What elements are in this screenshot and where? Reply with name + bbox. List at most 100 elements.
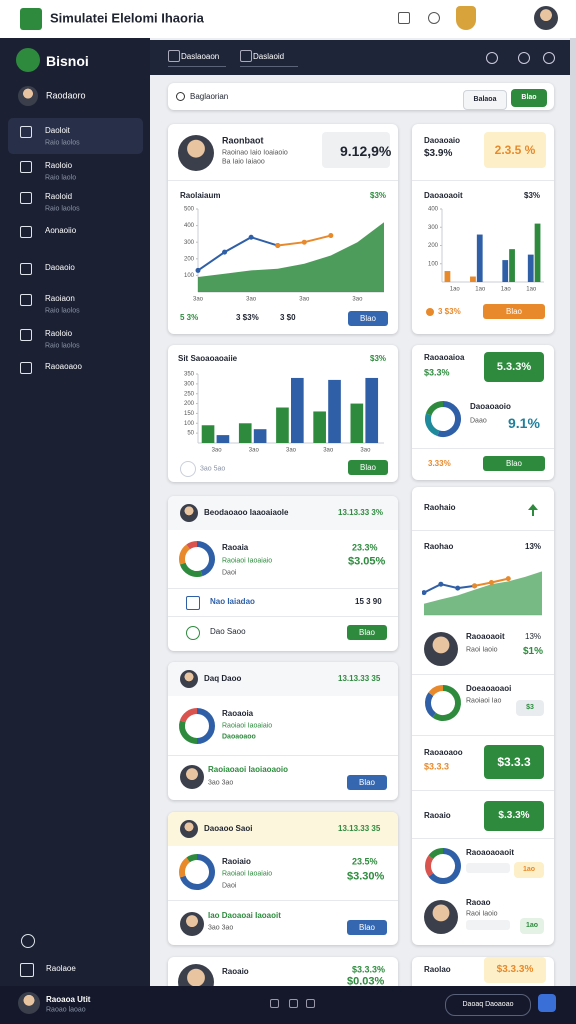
nav-item[interactable]: Raoloid: [45, 192, 73, 201]
icon: [21, 934, 35, 948]
toolbar: [150, 40, 570, 75]
person-name: Raoiaoaoi Iaoiaoaoio: [208, 765, 289, 774]
point: [505, 576, 511, 582]
item-name: Raoaoia: [222, 709, 254, 718]
avatar: [424, 900, 458, 934]
item-value: $0.03%: [347, 975, 385, 988]
toolbar-icon[interactable]: [543, 52, 555, 64]
donut-segment: [179, 720, 198, 744]
filter[interactable]: Balaoa: [463, 90, 507, 110]
nav-icon: [20, 126, 32, 138]
logo: [20, 8, 42, 30]
item-name: Raoaia: [222, 543, 249, 552]
y-tick-label: 100: [428, 261, 439, 267]
tab-underline: [240, 66, 298, 67]
icon: [180, 461, 196, 477]
donut-chart: [425, 685, 461, 721]
brand: Bisnoi: [46, 53, 89, 69]
button[interactable]: Blao: [347, 920, 387, 935]
y-tick-label: 500: [184, 207, 195, 213]
button[interactable]: Blao: [347, 625, 387, 640]
button[interactable]: Blao: [347, 775, 387, 790]
card-title: Daoaoo Saoi: [204, 824, 253, 833]
point: [222, 249, 228, 255]
donut-segment: [425, 692, 437, 718]
nav-icon[interactable]: [270, 999, 279, 1008]
item-value: 23.3%: [352, 542, 378, 553]
nav-sub: Raio laolos: [45, 205, 80, 213]
y-tick-label: 300: [428, 225, 439, 231]
x-tick-label: 3ao: [323, 448, 334, 454]
button[interactable]: Blao: [483, 456, 545, 471]
donut-segment: [428, 685, 444, 697]
nav-item[interactable]: Aonaoiio: [45, 226, 77, 235]
line: [197, 236, 279, 272]
item-name: Raoaio: [222, 967, 249, 976]
donut-segment: [179, 544, 191, 565]
x-tick-label: 3ao: [193, 297, 204, 303]
area: [424, 571, 542, 615]
card-header: [168, 662, 398, 696]
badge: 5.3.3%: [484, 352, 544, 382]
icon[interactable]: [398, 12, 410, 24]
bar: [201, 425, 215, 443]
nav-icon[interactable]: [289, 999, 298, 1008]
tab[interactable]: Daslaoid: [253, 52, 285, 61]
bar: [276, 407, 289, 443]
toolbar-icon[interactable]: [486, 52, 498, 64]
donut-segment: [186, 854, 198, 863]
nav-item[interactable]: Daoaoio: [45, 263, 75, 272]
tab[interactable]: Daslaoaon: [181, 52, 220, 61]
donut-segment: [179, 857, 191, 878]
tab-underline: [168, 66, 226, 67]
button[interactable]: Blao: [511, 89, 547, 107]
nav-item[interactable]: Raoloio: [45, 329, 73, 338]
card-title: Beodaoaoo Iaaoaiaole: [204, 508, 289, 517]
person-name: Raoao: [466, 898, 491, 907]
bar: [216, 435, 230, 443]
bar: [328, 379, 341, 443]
nav-item[interactable]: Daoloit: [45, 126, 70, 135]
nav-sub: Raio laolo: [45, 174, 77, 182]
y-tick-label: 400: [184, 223, 195, 229]
stat: 5 3%: [180, 313, 199, 322]
button[interactable]: Blao: [483, 304, 545, 319]
item-note: Daoi: [222, 882, 237, 890]
person-name: Iao Daoaoai Iaoaoit: [208, 911, 281, 920]
placeholder: [466, 920, 510, 930]
button[interactable]: Blao: [348, 460, 388, 475]
donut-segment: [196, 708, 215, 744]
x-tick-label: 1ao: [450, 287, 461, 293]
person-sub: 3ao 3ao: [208, 924, 234, 932]
divider: [412, 674, 554, 675]
button[interactable]: Blao: [348, 311, 388, 326]
settings[interactable]: Raolaoe: [46, 964, 76, 973]
nav-item[interactable]: Raoloio: [45, 161, 73, 170]
x-tick-label: 3ao: [246, 297, 257, 303]
nav-icon: [20, 329, 32, 341]
badge: $3: [516, 700, 544, 716]
nav-icon[interactable]: [306, 999, 315, 1008]
button[interactable]: [538, 994, 556, 1012]
y-tick-label: 100: [184, 421, 195, 427]
icon[interactable]: [428, 12, 440, 24]
nav-item[interactable]: Raoaoaoo: [45, 362, 82, 371]
divider: [168, 755, 398, 756]
card-header: [168, 496, 398, 530]
divider: [412, 448, 554, 449]
search-pill[interactable]: Daoaq Daoaoao: [445, 994, 531, 1016]
account-name[interactable]: Raodaoro: [46, 90, 86, 101]
avatar[interactable]: [534, 6, 558, 30]
y-tick-label: 50: [187, 431, 194, 437]
toolbar-icon[interactable]: [518, 52, 530, 64]
avatar: [18, 992, 40, 1014]
row-label: Nao Iaiadao: [210, 597, 255, 606]
point: [275, 243, 281, 249]
icon: [528, 504, 538, 516]
item-value: $3.30%: [347, 870, 385, 883]
person-sub: Raoi Iaoio: [466, 646, 498, 654]
nav-item[interactable]: Raoiaon: [45, 294, 75, 303]
card-title: Raoaoaioa: [424, 353, 465, 362]
badge: $3.3.3: [484, 745, 544, 779]
point: [301, 239, 307, 245]
